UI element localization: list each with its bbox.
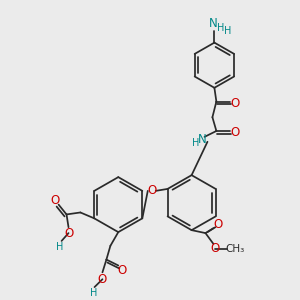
Text: H: H (217, 23, 224, 33)
Text: CH₃: CH₃ (226, 244, 245, 254)
Text: N: N (198, 133, 207, 146)
Text: O: O (147, 184, 156, 197)
Text: H: H (224, 26, 231, 36)
Text: O: O (64, 226, 73, 240)
Text: H: H (56, 242, 63, 252)
Text: O: O (211, 242, 220, 255)
Text: O: O (50, 194, 59, 207)
Text: H: H (192, 138, 199, 148)
Text: N: N (209, 17, 218, 31)
Text: O: O (214, 218, 223, 231)
Text: H: H (90, 288, 97, 298)
Text: O: O (118, 264, 127, 277)
Text: O: O (98, 273, 107, 286)
Text: O: O (231, 97, 240, 110)
Text: O: O (231, 126, 240, 140)
